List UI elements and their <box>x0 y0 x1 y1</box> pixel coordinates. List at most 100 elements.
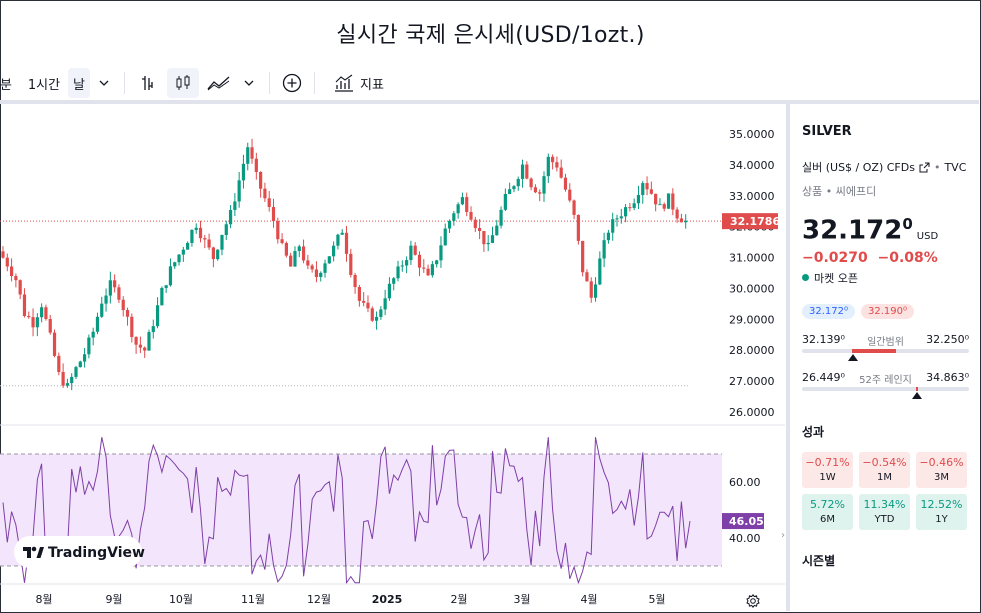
perf-ytd[interactable]: 11.34% YTD <box>859 493 910 530</box>
candle-body <box>74 367 78 377</box>
week52-range-label: 52주 레인지 <box>859 374 912 386</box>
candle-body <box>48 319 52 333</box>
week52-low: 26.449⁰ <box>802 370 845 384</box>
candle-body <box>606 232 611 241</box>
candle-body <box>82 354 87 362</box>
candle-body <box>473 219 477 229</box>
candle-body <box>641 183 645 195</box>
candle-body <box>289 255 293 267</box>
interval-dropdown-chevron-icon[interactable] <box>94 68 114 98</box>
candle-body <box>426 268 430 276</box>
candle-body <box>95 316 100 332</box>
candle-body <box>155 305 160 327</box>
rsi-last-label: 46.05 <box>729 515 764 528</box>
chart-settings-gear-icon[interactable] <box>746 593 760 612</box>
candle-body <box>91 331 95 338</box>
candle-body <box>151 326 155 333</box>
candle-body <box>250 147 254 159</box>
candle-chart-icon[interactable] <box>167 68 199 98</box>
perf-6m[interactable]: 5.72% 6M <box>802 493 853 530</box>
candle-body <box>130 316 134 338</box>
candle-body <box>465 197 469 212</box>
candle-body <box>271 206 276 222</box>
candle-body <box>482 231 486 245</box>
candle-body <box>301 246 306 261</box>
indicators-button[interactable]: 지표 <box>325 68 393 98</box>
compare-icon[interactable] <box>203 68 235 98</box>
week52-high: 34.863⁰ <box>926 370 969 384</box>
candle-body <box>100 303 104 317</box>
time-axis-label: 2월 <box>450 593 467 606</box>
price-axis: 35.000034.000033.000032.000031.000030.00… <box>722 128 780 419</box>
external-link-icon[interactable] <box>919 162 930 173</box>
candles-group <box>1 138 688 391</box>
interval-minute-button[interactable]: 분 <box>0 77 12 93</box>
candle-body <box>615 218 619 220</box>
symbol-description: 실버 (US$ / OZ) CFDs • TVC <box>802 159 979 175</box>
interval-1h-button[interactable]: 1시간 <box>27 77 61 93</box>
candle-body <box>538 192 542 194</box>
candle-body <box>70 376 74 384</box>
candle-body <box>379 309 383 317</box>
interval-day-button[interactable]: 날 <box>68 68 90 98</box>
perf-period: 1Y <box>935 514 948 526</box>
candle-body <box>649 189 653 194</box>
perf-1w[interactable]: −0.71% 1W <box>802 451 853 488</box>
perf-1y[interactable]: 12.52% 1Y <box>916 493 967 530</box>
candle-body <box>405 260 409 266</box>
candle-body <box>349 253 353 276</box>
time-axis-label: 11월 <box>241 593 265 606</box>
add-symbol-plus-icon[interactable] <box>280 68 304 98</box>
candle-body <box>516 178 520 187</box>
candle-body <box>267 198 271 207</box>
change-value: −0.0270 <box>802 249 868 266</box>
candle-body <box>417 254 422 268</box>
exchange-name[interactable]: TVC <box>944 160 967 174</box>
time-axis-label: 2025 <box>372 593 403 606</box>
chart-pane[interactable]: 35.000034.000033.000032.000031.000030.00… <box>0 104 785 613</box>
candle-body <box>353 275 357 288</box>
time-axis-label: 5월 <box>648 593 665 606</box>
time-axis-label: 4월 <box>580 593 597 606</box>
compare-dropdown-chevron-icon[interactable] <box>239 68 259 98</box>
week52-range-bar <box>802 386 969 391</box>
candle-body <box>44 307 48 320</box>
perf-value: −0.46% <box>919 456 964 470</box>
perf-3m[interactable]: −0.46% 3M <box>916 451 967 488</box>
price-axis-label: 34.0000 <box>729 159 775 172</box>
candle-body <box>31 317 35 328</box>
candle-body <box>280 239 284 243</box>
rsi-last-badge <box>722 513 764 530</box>
price-chart[interactable]: 35.000034.000033.000032.000031.000030.00… <box>0 104 785 613</box>
candle-body <box>439 245 443 261</box>
last-price-label: 32.1786 <box>730 215 780 228</box>
price-main: 32.172 <box>802 215 903 246</box>
candle-body <box>78 361 82 368</box>
tradingview-watermark[interactable]: TradingView <box>14 536 145 568</box>
perf-1m[interactable]: −0.54% 1M <box>859 451 910 488</box>
candle-body <box>61 371 65 386</box>
candle-body <box>125 310 130 317</box>
toolbar-divider <box>314 72 315 94</box>
candle-body <box>555 162 559 168</box>
candle-body <box>224 224 228 235</box>
candle-body <box>259 171 263 189</box>
candle-body <box>181 249 185 255</box>
candle-body <box>529 178 533 188</box>
bar-chart-icon[interactable] <box>135 68 163 98</box>
collapse-panel-chevron-icon[interactable]: › <box>781 530 785 541</box>
candle-body <box>87 337 91 355</box>
day-range-marker-icon <box>848 353 858 361</box>
indicators-label: 지표 <box>360 77 384 93</box>
candle-body <box>581 240 585 273</box>
candle-body <box>160 287 164 306</box>
perf-period: YTD <box>874 514 895 526</box>
candle-body <box>216 249 220 260</box>
dot-separator: • <box>933 160 941 174</box>
candle-body <box>173 262 177 267</box>
candle-body <box>241 163 246 181</box>
candle-body <box>5 257 9 267</box>
time-axis-label: 12월 <box>307 593 331 606</box>
candle-body <box>572 200 576 215</box>
candle-body <box>383 298 387 310</box>
